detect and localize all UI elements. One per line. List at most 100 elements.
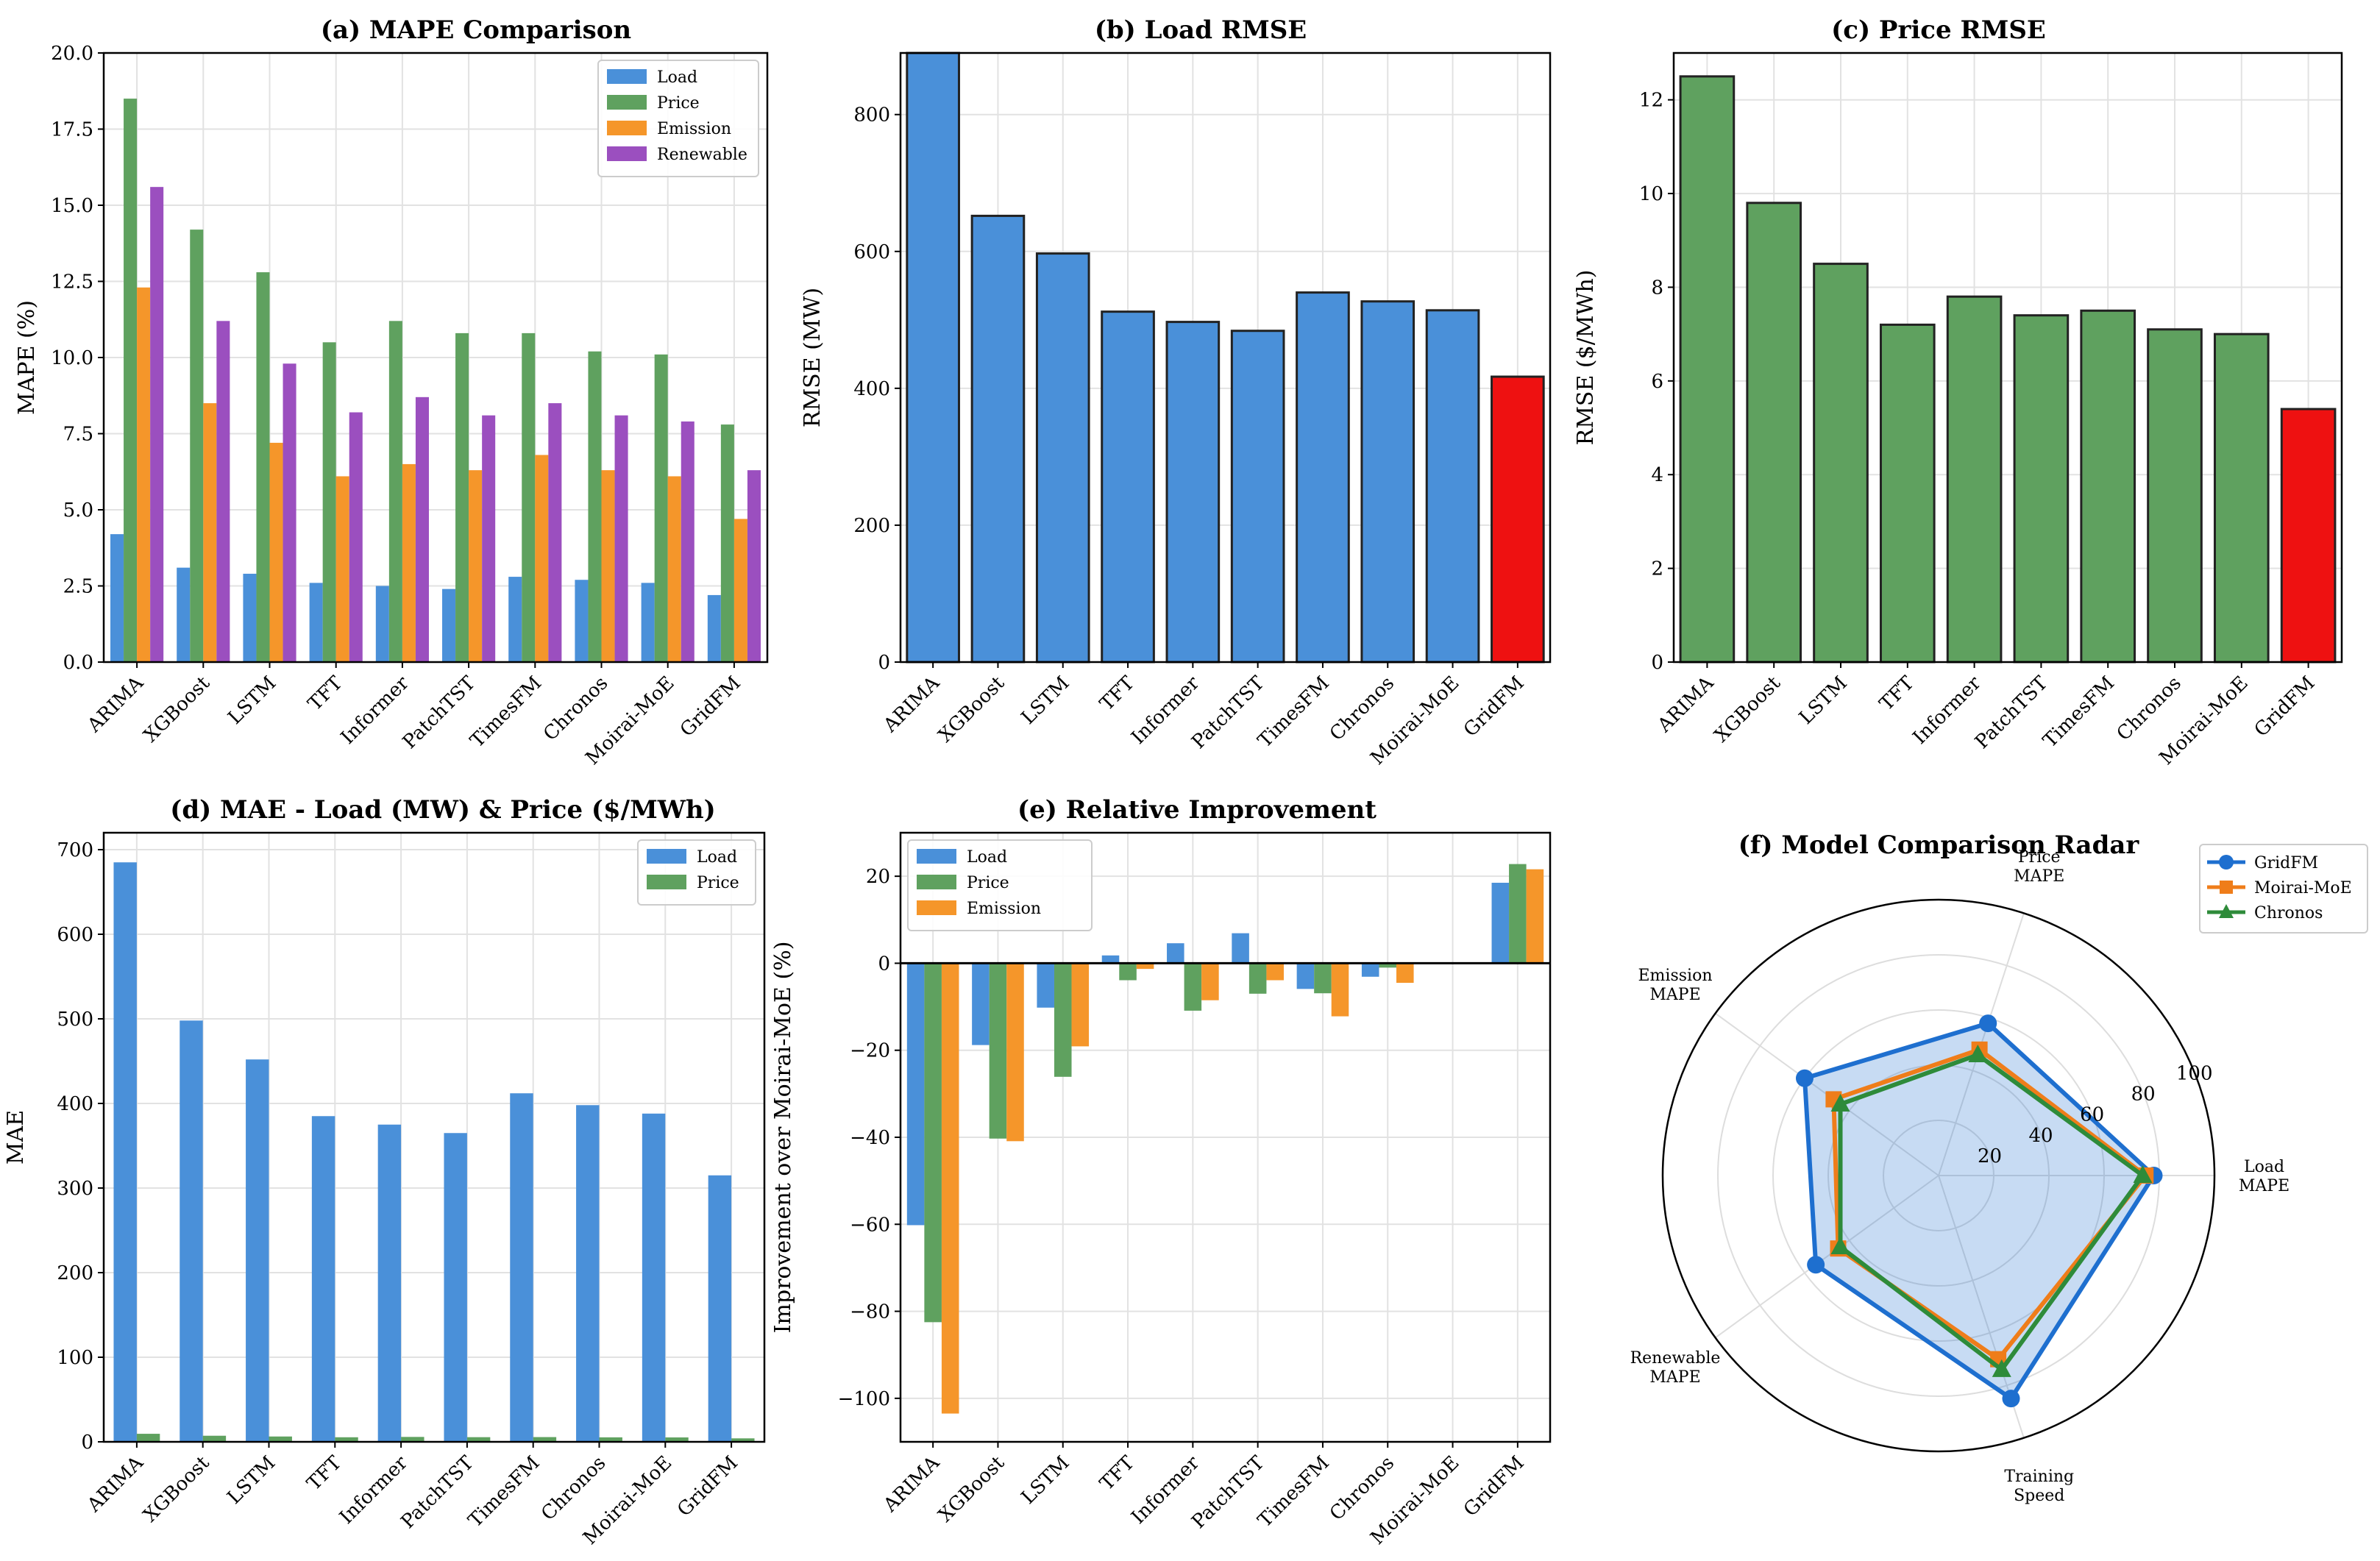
ytick-label: 6 xyxy=(1651,371,1663,393)
bar-load-tft xyxy=(1101,955,1120,964)
legend-swatch-price xyxy=(607,95,647,110)
bar-emission-timesfm xyxy=(535,455,549,662)
xtick-label: XGBoost xyxy=(1711,672,1786,747)
bar-chronos xyxy=(2147,328,2203,664)
ytick-label: −100 xyxy=(838,1388,890,1410)
bar-emission-xgboost xyxy=(1006,963,1024,1142)
legend-swatch-price xyxy=(647,875,686,889)
bar-load-tft xyxy=(311,1116,335,1442)
ytick-label: −60 xyxy=(850,1214,890,1236)
ytick-label: 0 xyxy=(81,1432,93,1454)
ytick-label: 200 xyxy=(853,515,890,537)
bar-price-gridfm xyxy=(1509,864,1527,964)
ytick-label: 5.0 xyxy=(63,499,93,522)
bar-emission-tft xyxy=(1136,963,1154,970)
ytick-label: 600 xyxy=(57,924,93,946)
xtick-label: XGBoost xyxy=(934,1451,1009,1526)
bar-load-gridfm xyxy=(1491,883,1510,964)
ytick-label: 300 xyxy=(57,1178,93,1200)
bar-price-lstm xyxy=(269,1436,292,1442)
bar-load-moirai-moe xyxy=(642,1113,666,1442)
xtick-label: GridFM xyxy=(2251,672,2320,742)
ytick-label: 8 xyxy=(1651,277,1663,299)
bar-lstm xyxy=(1813,263,1869,664)
bar-price-lstm xyxy=(1054,963,1072,1077)
legend-label-load: Load xyxy=(697,848,737,867)
bar-load-lstm xyxy=(1037,963,1054,1008)
panel-c-ylabel: RMSE ($/MWh) xyxy=(1573,270,1599,446)
panel-f-title: (f) Model Comparison Radar xyxy=(1738,831,2140,860)
bar-emission-patchtst xyxy=(1266,963,1284,981)
radar-marker-gridfm xyxy=(1795,1069,1814,1087)
panel-a: (a) MAPE Comparison 0.0 2.5 5.0 7.5 10.0 12.5… xyxy=(14,15,769,769)
bar-load-informer xyxy=(377,1124,402,1442)
bar-emission-lstm xyxy=(1071,963,1090,1047)
legend-label-load: Load xyxy=(967,848,1007,867)
radar-rtick-label: 100 xyxy=(2176,1063,2213,1085)
bar-price-lstm xyxy=(256,272,270,663)
panel-e-yticks: −100 −80 −60 −40 −20 0 20 xyxy=(838,866,901,1410)
bar-renewable-arima xyxy=(150,187,164,662)
radar-marker-chronos xyxy=(1830,1236,1850,1254)
legend-label-price: Price xyxy=(657,94,700,113)
bar-price-arima xyxy=(136,1434,160,1442)
ytick-label: 12 xyxy=(1639,90,1663,112)
bar-emission-arima xyxy=(941,963,959,1414)
bar-emission-gridfm xyxy=(733,519,747,662)
legend-label-emission: Emission xyxy=(967,900,1041,918)
bar-price-xgboost xyxy=(989,963,1007,1139)
bar-load-lstm xyxy=(246,1059,269,1442)
xtick-label: PatchTST xyxy=(399,672,480,753)
xtick-label: XGBoost xyxy=(139,1451,214,1526)
xtick-label: TFT xyxy=(304,672,347,715)
radar-rticks: 20 40 60 80 100 xyxy=(1978,1063,2213,1167)
panel-c-yticks: 0 2 4 6 8 10 12 xyxy=(1639,90,1674,674)
bar-emission-patchtst xyxy=(469,470,483,662)
bar-price-timesfm xyxy=(533,1437,557,1442)
ytick-label: −40 xyxy=(850,1127,890,1149)
panel-d-legend: Load Price xyxy=(637,839,756,906)
bar-price-informer xyxy=(1184,963,1202,1011)
bar-price-chronos xyxy=(1379,963,1397,968)
xtick-label: ARIMA xyxy=(1653,672,1719,737)
ytick-label: 7.5 xyxy=(63,424,93,446)
ytick-label: −80 xyxy=(850,1301,890,1323)
bar-load-chronos xyxy=(1361,963,1379,977)
panel-d: (d) MAE - Load (MW) & Price ($/MWh) 0 100… xyxy=(3,795,766,1549)
legend-swatch-renewable xyxy=(607,146,647,161)
radar-marker-chronos xyxy=(1992,1359,2011,1377)
radar-rtick-label: 60 xyxy=(2080,1104,2104,1126)
radar-axis-label: MAPE xyxy=(2239,1177,2290,1195)
xtick-label: PatchTST xyxy=(1971,672,2053,753)
bar-price-informer xyxy=(388,321,402,662)
radar-rtick-label: 40 xyxy=(2029,1125,2053,1147)
legend-label-renewable: Renewable xyxy=(657,146,747,164)
radar-axis-label: MAPE xyxy=(1649,986,1700,1004)
radar-axis-label: Load xyxy=(2244,1158,2284,1176)
ytick-label: 2.5 xyxy=(63,576,93,598)
ytick-label: 0 xyxy=(878,652,890,674)
ytick-label: 17.5 xyxy=(51,119,93,141)
bar-price-patchtst xyxy=(1248,963,1267,994)
panel-e: (e) Relative Improvement −100 −80 −60 −40 −2… xyxy=(770,795,1552,1549)
xtick-label: XGBoost xyxy=(934,672,1009,747)
panel-a-yticks: 0.0 2.5 5.0 7.5 10.0 12.5 15.0 17.5 20.0 xyxy=(51,43,104,674)
bar-renewable-moirai-moe xyxy=(681,421,695,662)
bar-load-timesfm xyxy=(508,577,522,662)
panel-a-plot: 0.0 2.5 5.0 7.5 10.0 12.5 15.0 17.5 20.0 ARIMAXGB… xyxy=(14,43,769,769)
bar-price-timesfm xyxy=(522,333,536,662)
radar-axis-label: MAPE xyxy=(2014,867,2064,886)
bar-price-arima xyxy=(124,99,138,663)
bar-informer xyxy=(1946,295,2003,664)
radar-spoke xyxy=(1715,1175,1939,1339)
xtick-label: LSTM xyxy=(224,672,280,729)
panel-b-bars xyxy=(906,51,1545,664)
ytick-label: 10.0 xyxy=(51,347,93,369)
legend-marker-gridfm xyxy=(2219,855,2234,870)
ytick-label: 4 xyxy=(1651,464,1663,486)
bar-price-tft xyxy=(322,342,336,662)
bar-load-xgboost xyxy=(177,567,191,662)
